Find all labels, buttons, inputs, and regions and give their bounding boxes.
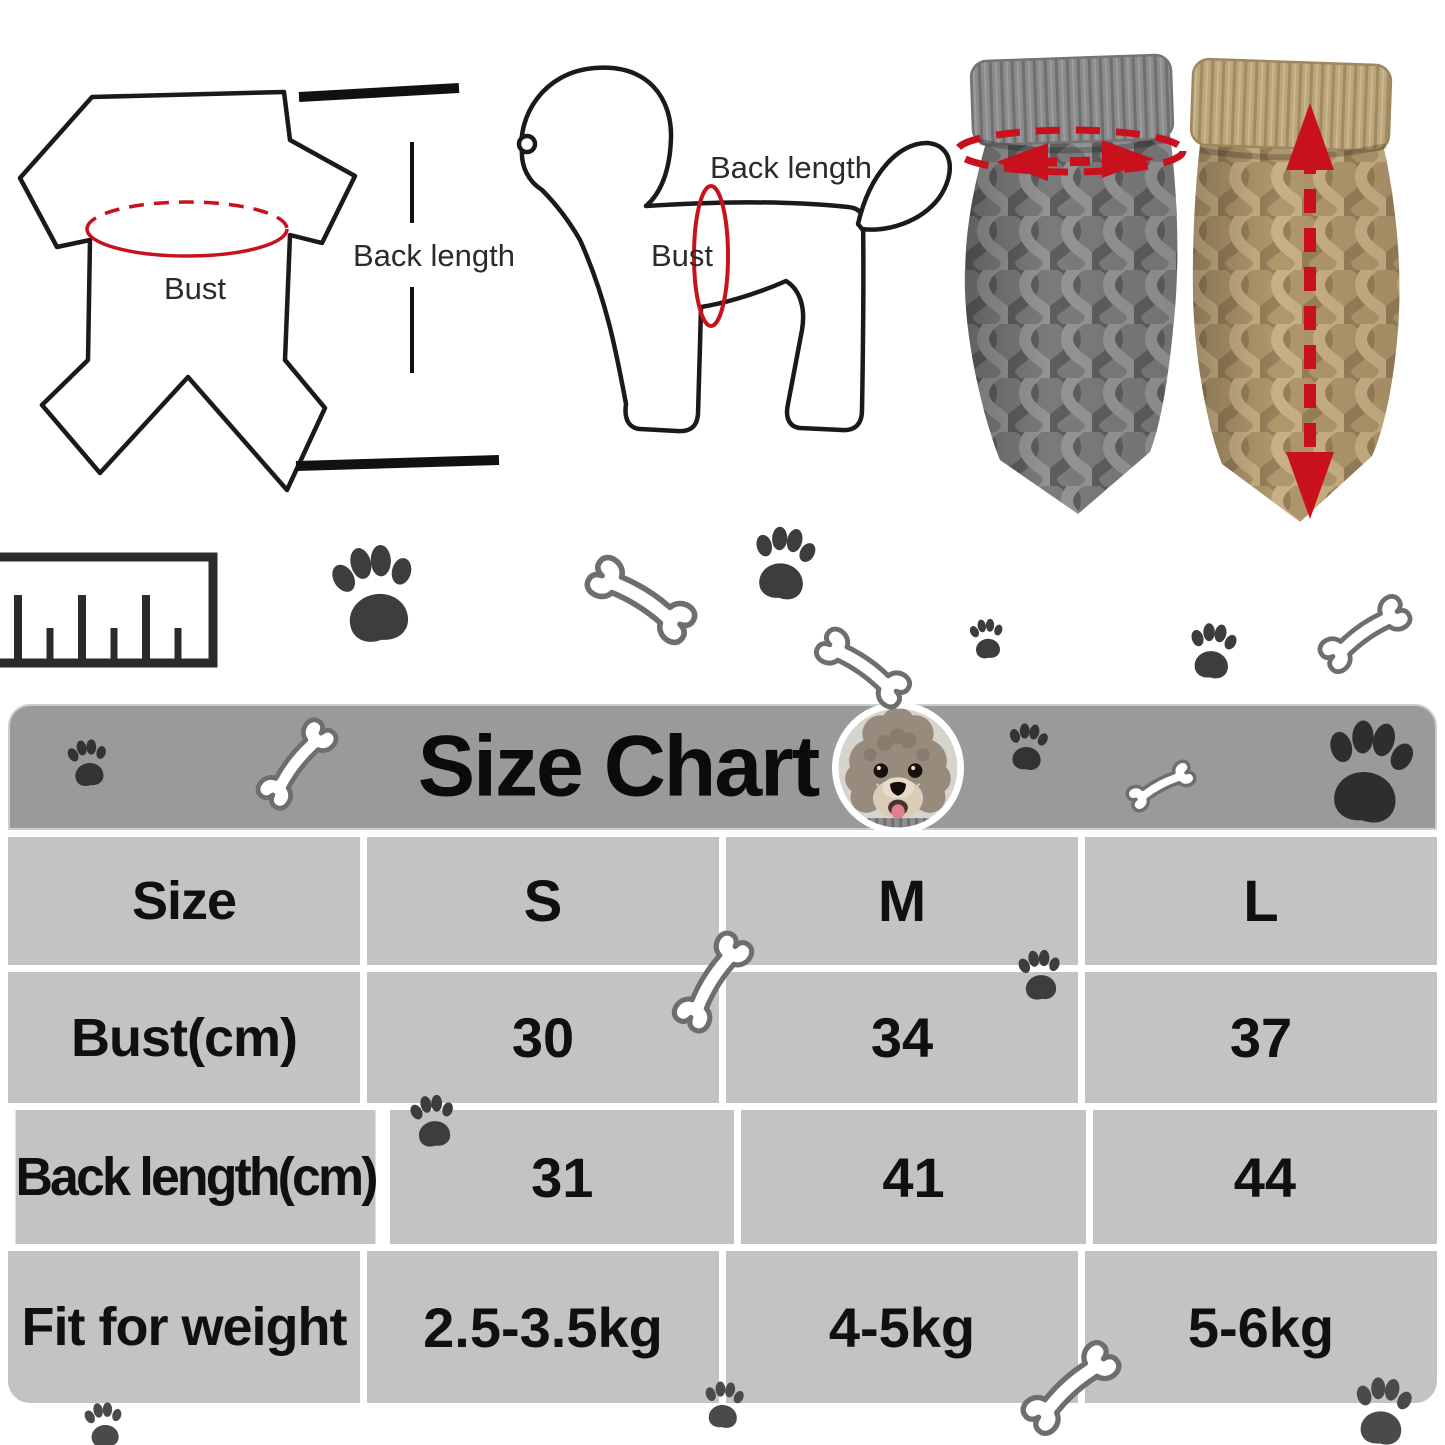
eye-highlight xyxy=(876,765,881,771)
bust-m-value: 34 xyxy=(726,972,1078,1103)
dog-back-length-label: Back length xyxy=(710,150,872,185)
measurement-diagrams: Bust Back length Back length Bust xyxy=(17,53,1400,522)
row-header-weight: Fit for weight xyxy=(8,1251,360,1403)
bone-icon xyxy=(583,554,698,647)
back-length-s-value: 31 xyxy=(390,1110,735,1244)
grey-sweater-collar xyxy=(969,53,1175,147)
grey-sweater xyxy=(964,53,1178,514)
bust-arrow-right-head xyxy=(1102,140,1154,178)
row-header-size: Size xyxy=(8,837,360,965)
size-chart-table: Size Chart xyxy=(8,702,1437,1403)
size-chart-title: Size Chart xyxy=(417,718,821,815)
size-chart-header: Size Chart xyxy=(8,702,1437,834)
paw-icon xyxy=(967,617,1007,660)
back-length-arrow-down-head xyxy=(1286,452,1334,519)
column-header-m: M xyxy=(726,837,1078,965)
poodle-left-eye xyxy=(873,763,889,778)
weight-m-value: 4-5kg xyxy=(726,1251,1078,1403)
poodle-right-eye xyxy=(907,763,923,778)
row-header-bust: Bust(cm) xyxy=(8,972,360,1103)
bust-circumference-dashed-ellipse xyxy=(953,126,1187,176)
back-length-bottom-mark xyxy=(295,455,500,471)
eye-highlight xyxy=(911,765,916,771)
dog-bust-ellipse xyxy=(692,184,730,328)
poodle-face-illustration xyxy=(832,702,964,834)
table-row-back-length: Back length(cm) 31 41 44 xyxy=(8,1110,1437,1244)
flat-bust-label: Bust xyxy=(164,271,226,306)
bust-ellipse-dashed-top xyxy=(85,200,289,230)
bust-measure-annotation xyxy=(953,126,1187,181)
back-length-top-mark xyxy=(298,83,460,102)
column-header-l: L xyxy=(1085,837,1437,965)
dog-photo xyxy=(832,702,964,834)
back-length-m-value: 41 xyxy=(741,1110,1086,1244)
column-header-s: S xyxy=(367,837,719,965)
back-length-l-value: 44 xyxy=(1092,1110,1437,1244)
khaki-sweater-collar xyxy=(1189,57,1393,153)
bust-ellipse-solid-bottom xyxy=(85,228,289,258)
bone-icon xyxy=(813,625,913,710)
weight-s-value: 2.5-3.5kg xyxy=(367,1251,719,1403)
row-header-back-length: Back length(cm) xyxy=(15,1110,378,1244)
paw-icon xyxy=(1185,620,1241,681)
poodle-knit-collar xyxy=(855,818,941,828)
back-length-measure-annotation xyxy=(1286,103,1334,519)
dog-outline-diagram: Back length Bust xyxy=(516,65,953,434)
khaki-sweater xyxy=(1189,57,1400,522)
bust-arrow-left-head xyxy=(996,143,1048,181)
ruler-icon xyxy=(0,552,218,668)
table-row-size: Size S M L xyxy=(8,837,1437,965)
back-length-arrow-up-head xyxy=(1286,103,1334,170)
flat-garment-outline xyxy=(17,89,358,493)
khaki-sweater-shading xyxy=(1192,140,1400,522)
flat-garment-diagram: Bust Back length xyxy=(17,83,515,493)
poodle-tongue xyxy=(891,804,905,819)
paw-icon xyxy=(81,1400,126,1445)
poodle-curls xyxy=(863,728,930,762)
bust-l-value: 37 xyxy=(1085,972,1437,1103)
dog-bust-label: Bust xyxy=(651,238,713,273)
dog-nose xyxy=(516,133,538,155)
table-row-weight: Fit for weight 2.5-3.5kg 4-5kg 5-6kg xyxy=(8,1251,1437,1403)
dog-tail-outline xyxy=(855,140,953,232)
paw-icon xyxy=(324,539,425,647)
poodle-nose xyxy=(890,781,906,796)
bust-s-value: 30 xyxy=(367,972,719,1103)
table-row-bust: Bust(cm) 30 34 37 xyxy=(8,972,1437,1103)
paw-icon xyxy=(746,522,821,603)
weight-l-value: 5-6kg xyxy=(1085,1251,1437,1403)
bone-icon xyxy=(1317,593,1414,675)
flat-back-length-label: Back length xyxy=(353,238,515,273)
grey-sweater-shading xyxy=(964,134,1178,514)
grey-collar-shadow xyxy=(979,137,1167,154)
